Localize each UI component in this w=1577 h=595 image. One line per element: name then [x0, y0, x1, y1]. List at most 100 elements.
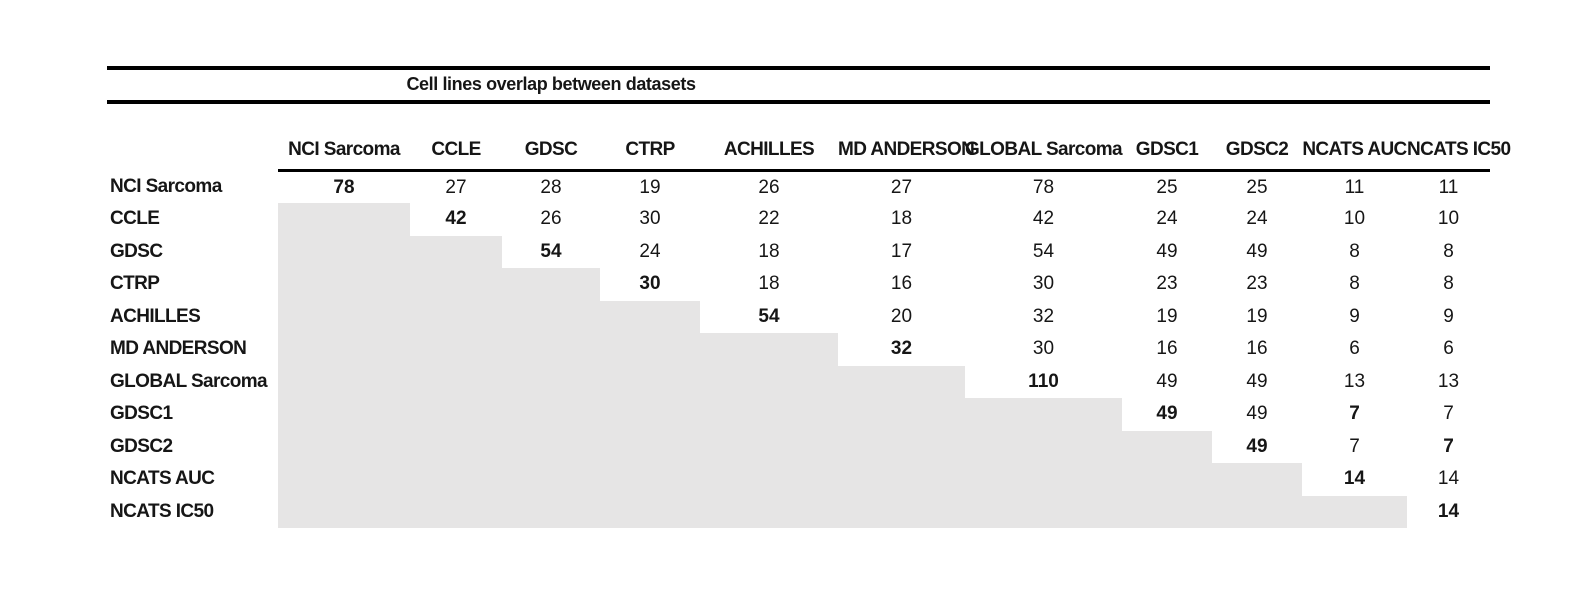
column-header-ncats-auc: NCATS AUC [1302, 139, 1407, 172]
matrix-cell-ccle-ctrp: 30 [639, 208, 661, 230]
matrix-cell-global-sarcoma-ccle [410, 365, 502, 398]
overlap-table-block: Cell lines overlap between datasets NCI … [107, 66, 1511, 528]
matrix-cell-ncats-auc-nci-sarcoma [278, 463, 410, 496]
matrix-cell-gdsc1-ctrp [600, 398, 700, 431]
matrix-cell-global-sarcoma-ctrp [600, 365, 700, 398]
table-row-md-anderson: MD ANDERSON 32 30 16 16 6 6 [107, 333, 1490, 366]
matrix-cell-ccle-global-sarcoma: 42 [1032, 208, 1055, 230]
row-label-gdsc1: GDSC1 [110, 403, 173, 425]
matrix-cell-ncats-ic50-ctrp [600, 495, 700, 528]
matrix-cell-md-anderson-ncats-auc: 6 [1349, 338, 1360, 360]
table-row-achilles: ACHILLES 54 20 32 19 19 9 9 [107, 300, 1490, 333]
matrix-cell-global-sarcoma-ncats-ic50: 13 [1437, 370, 1460, 392]
matrix-cell-ccle-nci-sarcoma [278, 203, 410, 236]
matrix-cell-ncats-ic50-gdsc1 [1122, 495, 1212, 528]
matrix-cell-achilles-global-sarcoma: 32 [1032, 305, 1055, 327]
matrix-cell-global-sarcoma-gdsc [502, 365, 600, 398]
row-label-ncats-ic50: NCATS IC50 [110, 500, 214, 522]
matrix-cell-ctrp-gdsc1: 23 [1156, 273, 1178, 295]
matrix-cell-achilles-nci-sarcoma [278, 300, 410, 333]
table-row-gdsc2: GDSC2 49 7 7 [107, 430, 1490, 463]
matrix-cell-ncats-auc-gdsc [502, 463, 600, 496]
matrix-cell-gdsc2-ccle [410, 430, 502, 463]
matrix-cell-nci-sarcoma-ccle: 27 [445, 176, 467, 198]
matrix-cell-nci-sarcoma-ncats-auc: 11 [1344, 176, 1365, 198]
matrix-cell-nci-sarcoma-achilles: 26 [758, 176, 780, 198]
matrix-cell-gdsc-ncats-ic50: 8 [1443, 240, 1454, 262]
matrix-cell-ncats-ic50-ncats-auc [1302, 495, 1407, 528]
column-header-global-sarcoma: GLOBAL Sarcoma [965, 139, 1123, 172]
matrix-cell-gdsc1-gdsc [502, 398, 600, 431]
top-rule [107, 66, 1490, 70]
matrix-cell-global-sarcoma-ncats-auc: 13 [1343, 370, 1366, 392]
row-label-nci-sarcoma: NCI Sarcoma [110, 175, 222, 197]
matrix-cell-ccle-ncats-ic50: 10 [1437, 208, 1460, 230]
matrix-cell-ncats-auc-ccle [410, 463, 502, 496]
matrix-cell-ctrp-achilles: 18 [758, 273, 780, 295]
column-header-ncats-ic50: NCATS IC50 [1407, 139, 1511, 172]
matrix-cell-gdsc2-md-anderson [838, 430, 965, 463]
matrix-cell-nci-sarcoma-gdsc2: 25 [1246, 176, 1268, 198]
matrix-cell-ctrp-ccle [410, 268, 502, 301]
matrix-cell-gdsc2-ncats-ic50: 7 [1443, 435, 1454, 457]
matrix-cell-gdsc1-gdsc1: 49 [1156, 403, 1178, 425]
column-header-gdsc2: GDSC2 [1212, 139, 1302, 172]
table-row-ctrp: CTRP 30 18 16 30 23 23 8 8 [107, 268, 1490, 301]
matrix-cell-achilles-gdsc [502, 300, 600, 333]
matrix-cell-achilles-gdsc2: 19 [1246, 305, 1268, 327]
matrix-cell-global-sarcoma-md-anderson [838, 365, 965, 398]
overlap-matrix-table: NCI Sarcoma CCLE GDSC CTRP ACHILLES MD ANDERS… [107, 139, 1511, 528]
matrix-cell-gdsc-gdsc2: 49 [1246, 240, 1268, 262]
matrix-cell-ncats-ic50-gdsc [502, 495, 600, 528]
matrix-cell-ncats-ic50-ncats-ic50: 14 [1437, 500, 1460, 522]
matrix-cell-gdsc-md-anderson: 17 [890, 240, 913, 262]
row-label-ncats-auc: NCATS AUC [110, 468, 215, 490]
matrix-cell-global-sarcoma-gdsc1: 49 [1156, 370, 1178, 392]
matrix-cell-gdsc2-gdsc [502, 430, 600, 463]
matrix-cell-ctrp-nci-sarcoma [278, 268, 410, 301]
matrix-cell-nci-sarcoma-ctrp: 19 [639, 176, 661, 198]
matrix-cell-nci-sarcoma-gdsc: 28 [540, 176, 562, 198]
column-header-achilles: ACHILLES [700, 139, 838, 172]
matrix-cell-achilles-achilles: 54 [758, 305, 780, 327]
matrix-cell-gdsc1-ncats-auc: 7 [1349, 403, 1360, 425]
matrix-cell-md-anderson-md-anderson: 32 [890, 338, 913, 360]
column-header-md-anderson: MD ANDERSON [838, 139, 975, 172]
matrix-cell-gdsc-nci-sarcoma [278, 235, 410, 268]
matrix-cell-gdsc-gdsc: 54 [540, 240, 562, 262]
matrix-cell-ccle-gdsc2: 24 [1246, 208, 1268, 230]
row-label-ctrp: CTRP [110, 273, 160, 295]
matrix-cell-gdsc-gdsc1: 49 [1156, 240, 1178, 262]
column-header-row: NCI Sarcoma CCLE GDSC CTRP ACHILLES MD ANDERS… [107, 139, 1511, 172]
matrix-cell-gdsc1-achilles [700, 398, 838, 431]
matrix-cell-ccle-achilles: 22 [758, 208, 780, 230]
matrix-cell-gdsc-ctrp: 24 [639, 240, 661, 262]
matrix-cell-ccle-ccle: 42 [445, 208, 467, 230]
matrix-cell-gdsc2-gdsc1 [1122, 430, 1212, 463]
row-label-achilles: ACHILLES [110, 305, 201, 327]
matrix-cell-gdsc2-global-sarcoma [965, 430, 1122, 463]
table-row-gdsc1: GDSC1 49 49 7 7 [107, 398, 1490, 431]
matrix-cell-gdsc1-nci-sarcoma [278, 398, 410, 431]
matrix-cell-ncats-auc-achilles [700, 463, 838, 496]
matrix-cell-nci-sarcoma-nci-sarcoma: 78 [333, 176, 355, 198]
column-header-ctrp: CTRP [600, 139, 700, 172]
matrix-cell-global-sarcoma-global-sarcoma: 110 [1028, 370, 1059, 392]
matrix-cell-gdsc2-nci-sarcoma [278, 430, 410, 463]
matrix-cell-global-sarcoma-nci-sarcoma [278, 365, 410, 398]
table-row-ncats-auc: NCATS AUC 14 14 [107, 463, 1490, 496]
matrix-cell-ncats-auc-ncats-auc: 14 [1343, 468, 1366, 490]
matrix-cell-md-anderson-achilles [700, 333, 838, 366]
matrix-cell-ctrp-gdsc [502, 268, 600, 301]
matrix-cell-ncats-auc-gdsc2 [1212, 463, 1302, 496]
matrix-cell-global-sarcoma-gdsc2: 49 [1246, 370, 1268, 392]
matrix-cell-ccle-md-anderson: 18 [890, 208, 913, 230]
matrix-cell-ncats-ic50-nci-sarcoma [278, 495, 410, 528]
matrix-cell-gdsc1-global-sarcoma [965, 398, 1122, 431]
matrix-cell-achilles-ctrp [600, 300, 700, 333]
matrix-cell-gdsc-ncats-auc: 8 [1349, 240, 1360, 262]
matrix-cell-ncats-ic50-achilles [700, 495, 838, 528]
matrix-cell-ncats-auc-global-sarcoma [965, 463, 1122, 496]
matrix-cell-md-anderson-gdsc1: 16 [1156, 338, 1178, 360]
matrix-cell-nci-sarcoma-global-sarcoma: 78 [1032, 176, 1055, 198]
